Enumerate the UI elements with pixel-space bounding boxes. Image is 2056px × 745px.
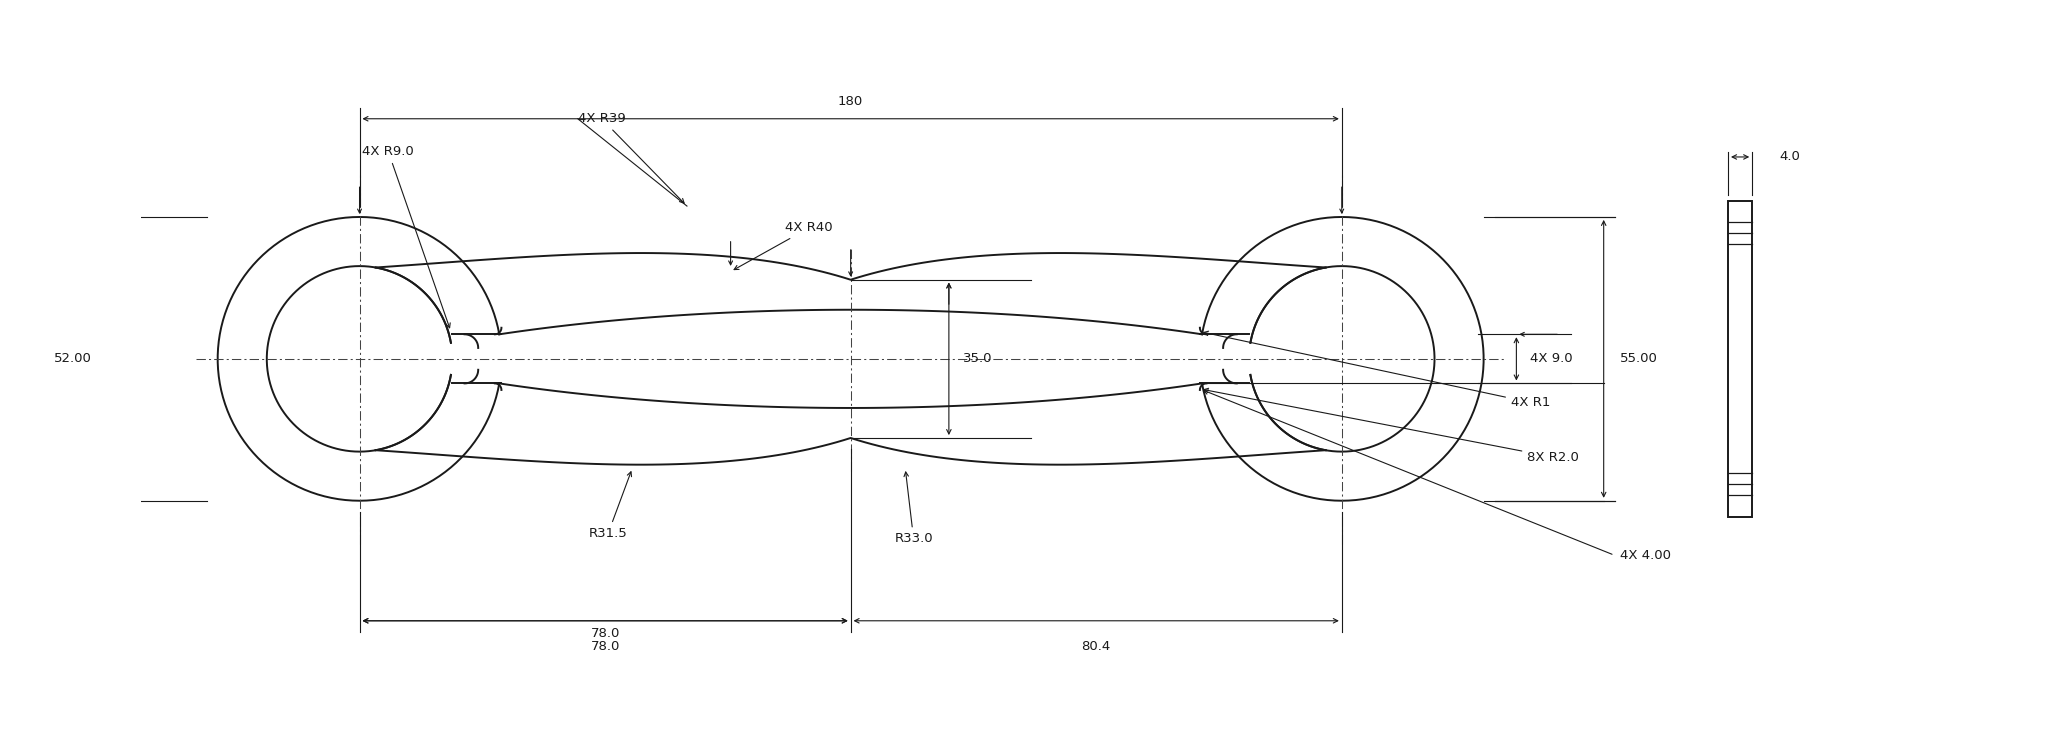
Text: 4X R1: 4X R1 xyxy=(1205,332,1550,409)
Text: 55.00: 55.00 xyxy=(1620,352,1657,365)
Bar xyxy=(1729,200,1752,517)
Text: 4X 9.0: 4X 9.0 xyxy=(1530,352,1573,365)
Text: 4X R9.0: 4X R9.0 xyxy=(362,145,450,328)
Text: 4X R39: 4X R39 xyxy=(578,112,685,203)
Text: 52.00: 52.00 xyxy=(53,352,93,365)
Text: 180: 180 xyxy=(839,95,864,108)
Text: 4X 4.00: 4X 4.00 xyxy=(1620,549,1672,562)
Text: R31.5: R31.5 xyxy=(588,472,631,540)
Text: 4.0: 4.0 xyxy=(1778,150,1801,163)
Text: R33.0: R33.0 xyxy=(894,472,933,545)
Text: 78.0: 78.0 xyxy=(590,627,619,640)
Text: 4X R40: 4X R40 xyxy=(734,221,833,270)
Text: 8X R2.0: 8X R2.0 xyxy=(1205,388,1579,463)
Text: 78.0: 78.0 xyxy=(590,640,619,653)
Text: 80.4: 80.4 xyxy=(1081,640,1110,653)
Text: 35.0: 35.0 xyxy=(962,352,991,365)
